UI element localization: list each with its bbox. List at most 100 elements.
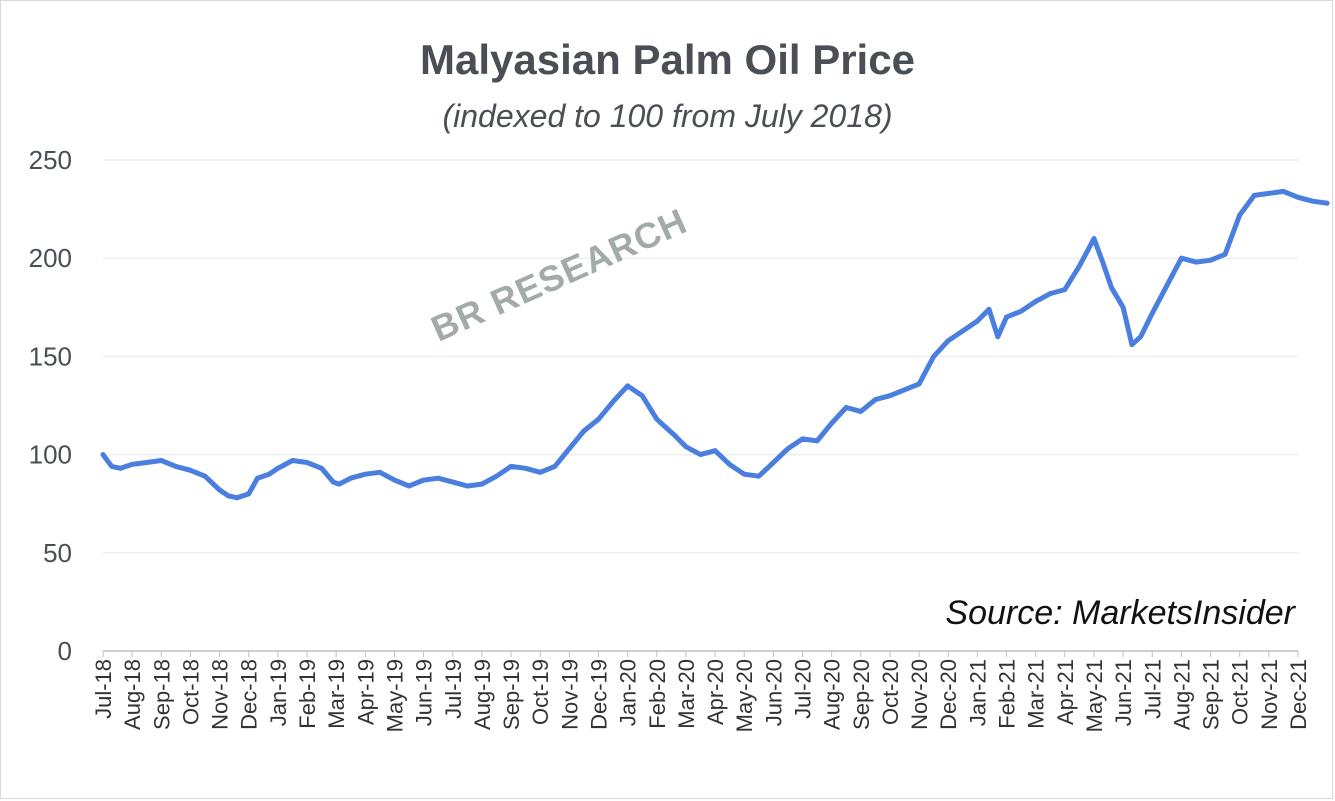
x-tick-label: May-19 (382, 659, 407, 732)
data-point (1208, 257, 1213, 263)
x-tick-label: Feb-21 (995, 659, 1020, 729)
data-point (188, 467, 193, 473)
data-point (330, 479, 336, 485)
x-tick-label: May-21 (1082, 659, 1107, 732)
chart-title: Malyasian Palm Oil Price (420, 36, 915, 83)
data-point (100, 452, 106, 457)
data-point (304, 460, 310, 465)
data-point (995, 334, 1001, 340)
data-point (392, 477, 397, 483)
x-tick-label: Jul-21 (1140, 659, 1165, 719)
data-point (1179, 255, 1184, 261)
x-tick-label: Jan-21 (965, 659, 990, 726)
data-point (1149, 310, 1155, 316)
data-point (1164, 283, 1170, 289)
data-point (319, 465, 324, 471)
data-point (1222, 251, 1228, 257)
series-layer (100, 188, 1330, 501)
data-point (654, 416, 660, 422)
x-tick-label: Oct-21 (1228, 659, 1253, 725)
x-tick-label: Dec-18 (237, 659, 262, 730)
data-point (508, 463, 514, 469)
data-point (610, 399, 616, 404)
data-point (698, 452, 703, 457)
y-tick-label: 50 (43, 538, 72, 568)
x-tick-label: Jun-21 (1111, 659, 1136, 726)
data-point (986, 306, 992, 312)
data-point (872, 397, 878, 403)
data-point (931, 354, 937, 359)
data-point (494, 473, 499, 479)
data-point (464, 483, 470, 489)
data-point (1091, 236, 1097, 241)
x-tick-label: Apr-20 (703, 659, 728, 725)
x-tick-label: Aug-18 (120, 659, 145, 730)
data-point (945, 338, 951, 344)
y-axis-ticks: 0 50 100 150 200 250 (29, 145, 72, 666)
data-point (1138, 334, 1144, 340)
x-tick-label: Nov-21 (1257, 659, 1282, 730)
x-tick-label: Nov-20 (907, 659, 932, 730)
data-point (858, 408, 864, 414)
y-tick-label: 0 (58, 636, 72, 666)
data-point (741, 471, 747, 477)
x-tick-label: Aug-21 (1169, 659, 1194, 730)
data-point (663, 424, 668, 430)
data-point (683, 444, 689, 450)
data-point (290, 458, 295, 463)
data-point (406, 483, 412, 489)
x-tick-label: Dec-20 (936, 659, 961, 730)
data-point (1281, 189, 1286, 194)
x-tick-label: Oct-18 (178, 659, 203, 725)
x-tick-label: Feb-20 (645, 659, 670, 729)
gridlines (103, 159, 1298, 554)
data-point (275, 465, 281, 471)
data-point (974, 318, 980, 324)
data-point (1266, 190, 1272, 196)
data-point (1295, 194, 1301, 200)
data-point (348, 475, 354, 481)
data-point (800, 436, 805, 442)
data-point (1033, 299, 1039, 304)
x-tick-label: Jun-19 (412, 659, 437, 726)
x-tick-label: Aug-19 (470, 659, 495, 730)
data-point (785, 446, 791, 452)
x-tick-label: Jan-19 (266, 659, 291, 726)
x-tick-label: Apr-19 (353, 659, 378, 725)
source-note: Source: MarketsInsider (945, 594, 1295, 632)
data-point (173, 463, 179, 469)
data-point (202, 473, 208, 479)
data-point (225, 493, 231, 499)
data-point (362, 471, 368, 477)
data-point (625, 383, 631, 389)
data-point (1120, 304, 1126, 310)
x-tick-label: Nov-19 (557, 659, 582, 730)
x-tick-label: Sep-21 (1199, 659, 1224, 730)
data-point (1237, 212, 1243, 218)
data-point (581, 428, 587, 434)
x-tick-label: Sep-19 (499, 659, 524, 730)
x-axis-ticks: Jul-18 Aug-18 Sep-18 Oct-18 Nov-18 Dec-18 Jan-… (91, 659, 1311, 732)
x-tick-label: Mar-20 (674, 659, 699, 729)
data-point (770, 460, 776, 465)
data-point (266, 471, 272, 477)
data-point (523, 465, 529, 471)
x-tick-label: Apr-21 (1053, 659, 1078, 725)
x-tick-label: Dec-21 (1286, 659, 1311, 730)
data-point (829, 420, 835, 426)
x-tick-label: Oct-20 (878, 659, 903, 725)
data-point (1062, 287, 1068, 293)
axes (102, 650, 1299, 657)
x-tick-label: Oct-19 (528, 659, 553, 725)
x-tick-label: Jan-20 (616, 659, 641, 726)
x-tick-label: Mar-21 (1024, 659, 1049, 729)
x-tick-label: Jun-20 (761, 659, 786, 726)
data-point (377, 469, 383, 475)
x-tick-label: Sep-20 (849, 659, 874, 730)
data-point (1004, 314, 1009, 320)
data-point (639, 393, 645, 399)
data-point (479, 481, 485, 487)
x-tick-label: Jul-19 (441, 659, 466, 719)
